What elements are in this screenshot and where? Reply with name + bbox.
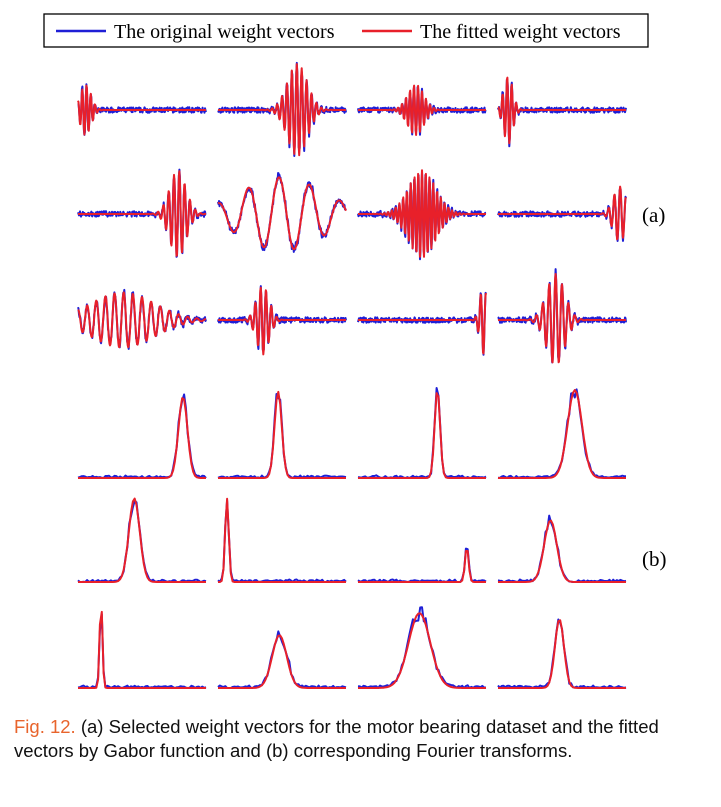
fitted-weight-trace-a5	[77, 170, 207, 257]
fitted-spectrum-trace-b10	[218, 634, 346, 689]
legend-original-label: The original weight vectors	[114, 21, 335, 43]
original-spectrum-trace-b7	[357, 547, 487, 583]
fitted-weight-trace-a12	[497, 273, 627, 364]
original-weight-trace-a4	[497, 78, 627, 148]
fitted-spectrum-trace-b4	[498, 389, 626, 479]
fitted-spectrum-trace-b9	[78, 610, 206, 689]
figure-caption: Fig. 12. (a) Selected weight vectors for…	[14, 715, 709, 763]
fitted-spectrum-trace-b1	[78, 397, 206, 479]
original-weight-trace-a10	[217, 285, 347, 352]
legend-frame	[43, 13, 649, 48]
legend-fitted-label: The fitted weight vectors	[420, 21, 621, 43]
fitted-spectrum-trace-b3	[358, 392, 486, 479]
figure-number: Fig. 12.	[14, 716, 76, 737]
fitted-spectrum-trace-b8	[498, 519, 626, 583]
fitted-weight-trace-a7	[357, 169, 487, 258]
fitted-spectrum-trace-b7	[358, 550, 486, 583]
fitted-weight-trace-a11	[357, 292, 487, 355]
original-weight-trace-a3	[357, 85, 487, 136]
caption-text: (a) Selected weight vectors for the moto…	[14, 716, 659, 761]
figure-canvas: The original weight vectors The fitted w…	[43, 13, 667, 689]
panel-a-label: (a)	[642, 203, 665, 227]
original-weight-trace-a12	[497, 268, 627, 364]
fitted-weight-trace-a1	[77, 84, 207, 136]
fitted-spectrum-trace-b11	[358, 612, 486, 689]
original-spectrum-trace-b4	[497, 388, 626, 479]
panel-b-label: (b)	[642, 547, 667, 571]
original-spectrum-trace-b1	[77, 393, 207, 479]
fitted-weight-trace-a3	[357, 84, 487, 136]
fitted-spectrum-trace-b12	[498, 619, 626, 689]
original-spectrum-trace-b11	[357, 606, 487, 689]
fitted-weight-trace-a6	[217, 176, 347, 251]
fitted-weight-trace-a8	[497, 185, 627, 241]
original-weight-trace-a11	[357, 291, 487, 356]
original-spectrum-trace-b6	[217, 499, 347, 583]
fitted-weight-trace-a4	[497, 76, 627, 145]
original-spectrum-trace-b5	[77, 499, 207, 583]
fitted-weight-trace-a2	[217, 63, 347, 157]
original-spectrum-trace-b3	[357, 387, 487, 479]
fitted-spectrum-trace-b5	[78, 497, 206, 583]
subplot-grid	[77, 61, 627, 689]
fitted-spectrum-trace-b2	[218, 390, 346, 479]
legend-box: The original weight vectors The fitted w…	[43, 13, 649, 48]
fitted-weight-trace-a9	[77, 291, 207, 349]
fitted-spectrum-trace-b6	[218, 497, 346, 583]
fitted-weight-trace-a10	[217, 286, 347, 356]
